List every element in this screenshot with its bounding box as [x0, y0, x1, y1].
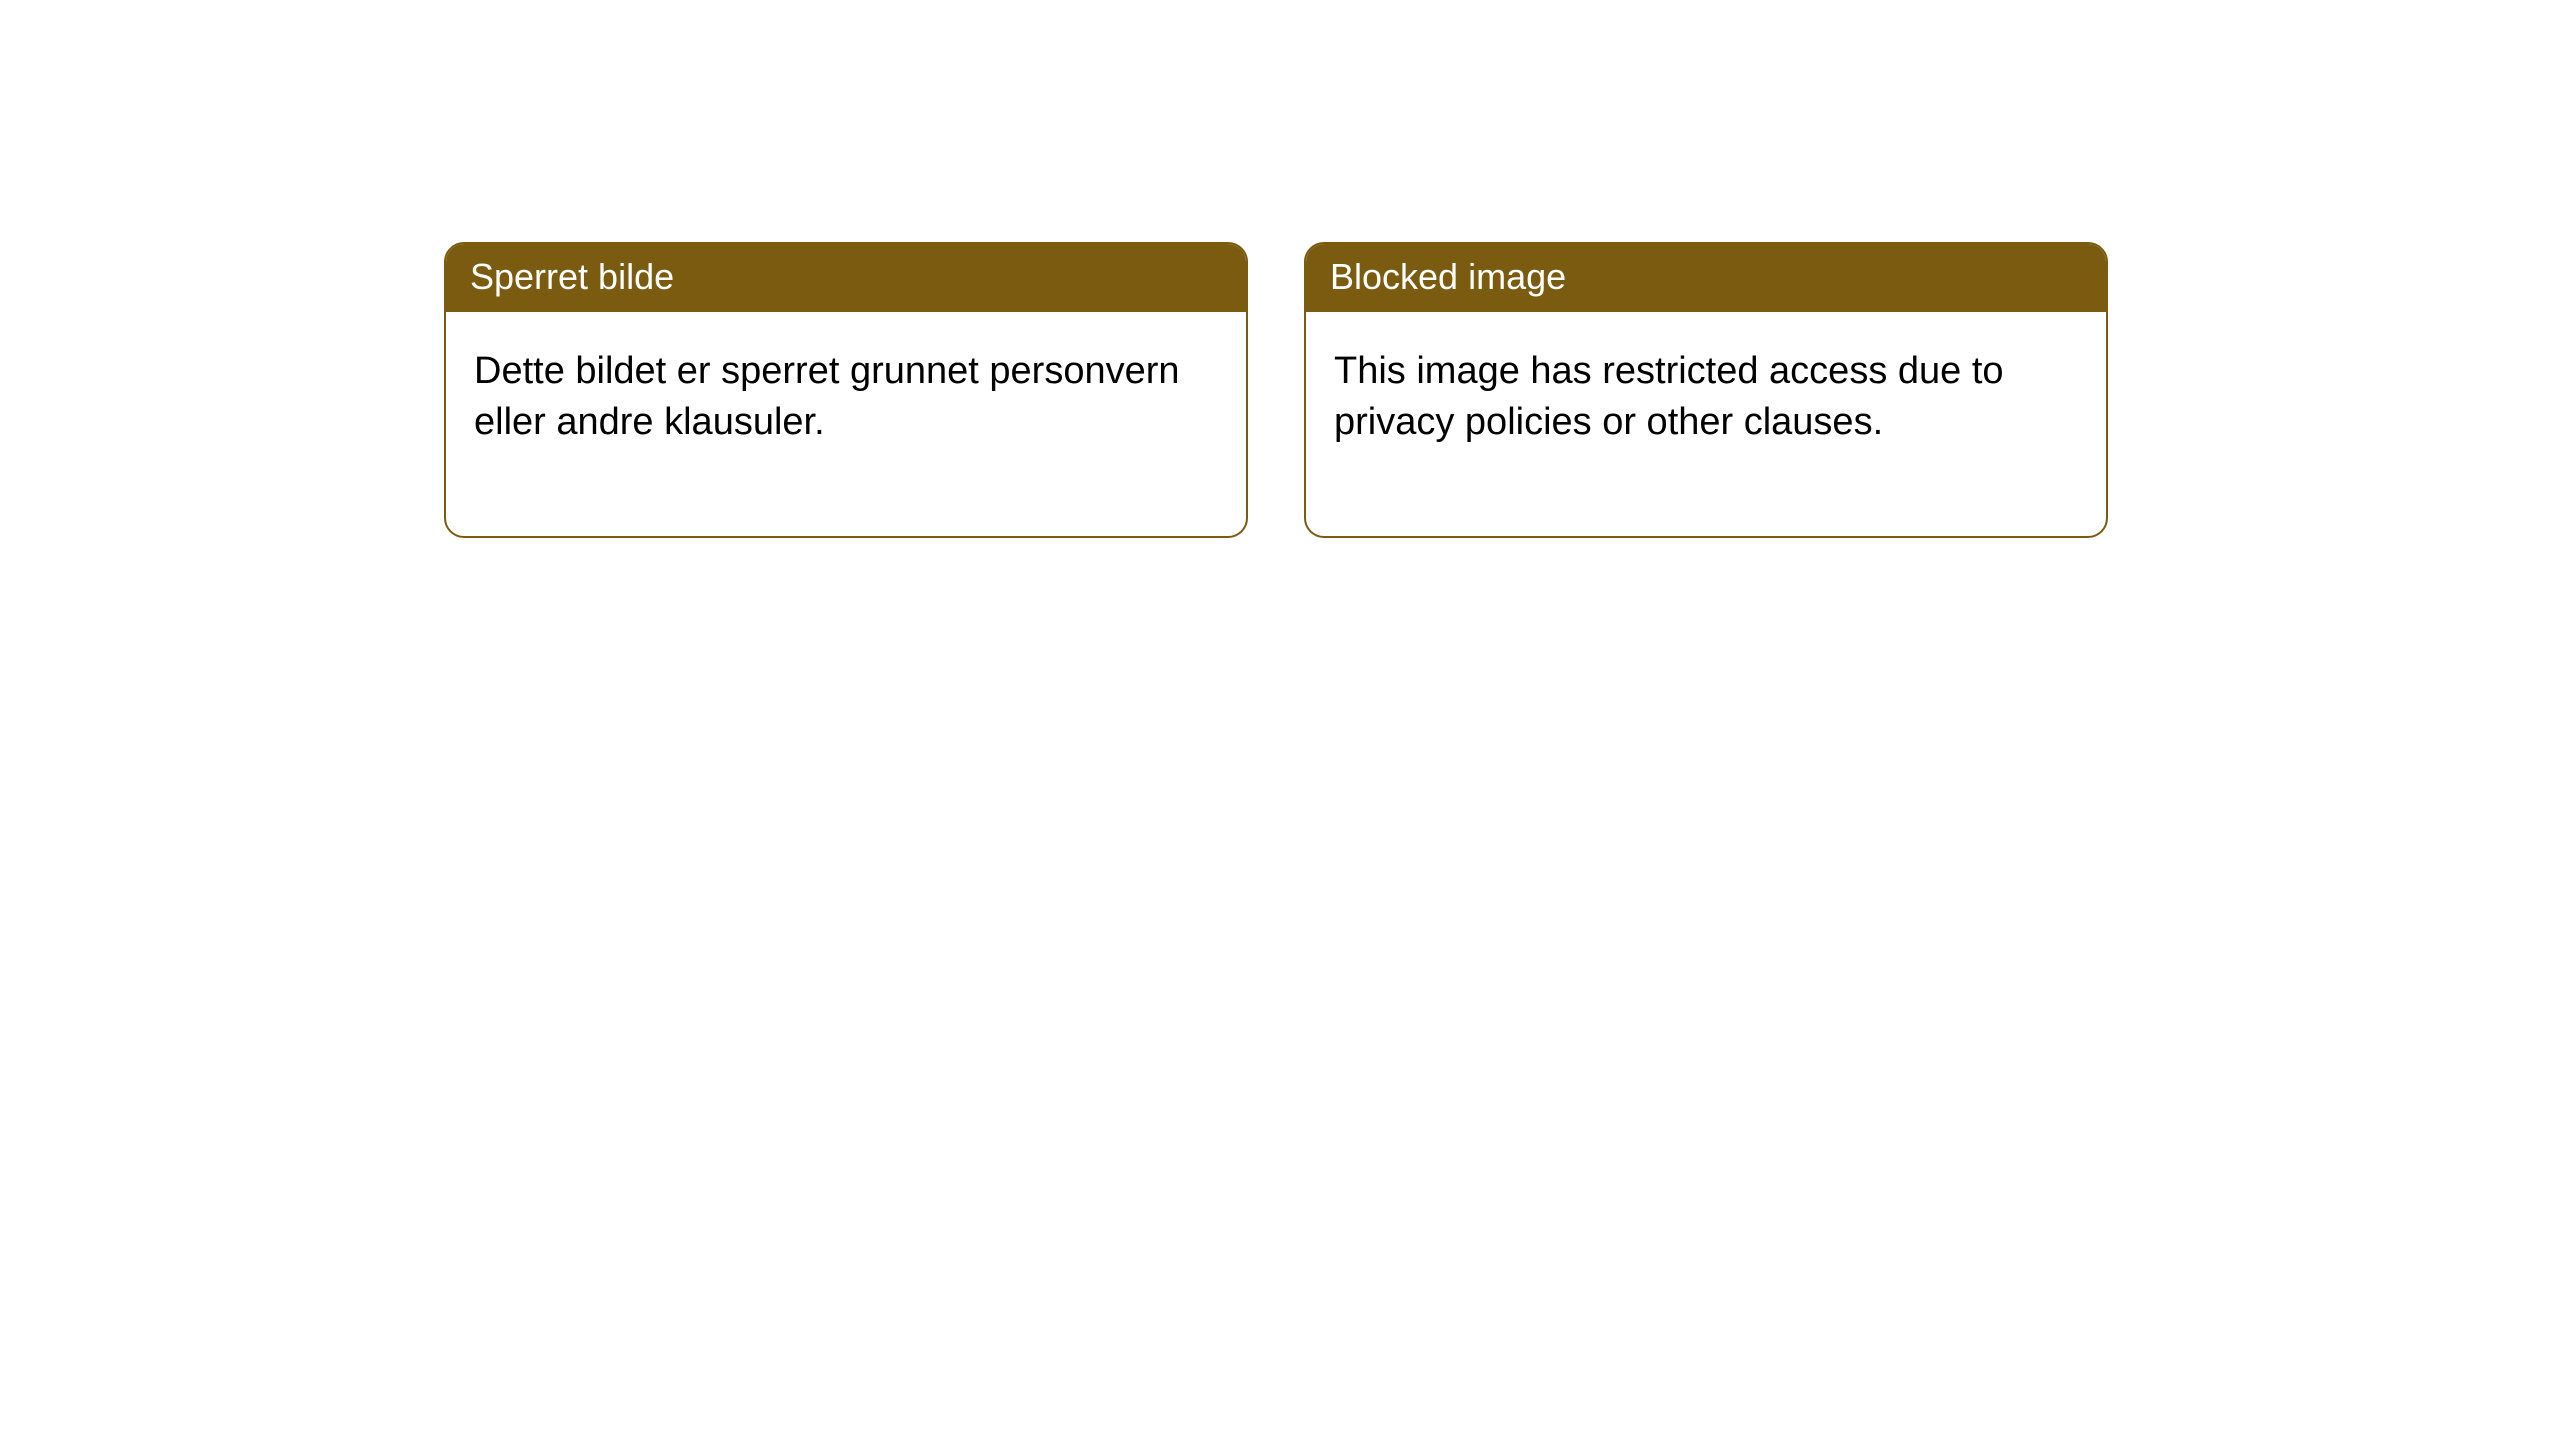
notice-card-norwegian: Sperret bilde Dette bildet er sperret gr… — [444, 242, 1248, 538]
notice-card-english: Blocked image This image has restricted … — [1304, 242, 2108, 538]
card-body: This image has restricted access due to … — [1306, 312, 2106, 536]
notice-cards-container: Sperret bilde Dette bildet er sperret gr… — [0, 0, 2560, 538]
card-title: Blocked image — [1330, 256, 1566, 297]
card-header: Blocked image — [1306, 244, 2106, 312]
card-body-text: This image has restricted access due to … — [1334, 350, 2004, 443]
card-header: Sperret bilde — [446, 244, 1246, 312]
card-body: Dette bildet er sperret grunnet personve… — [446, 312, 1246, 536]
card-title: Sperret bilde — [470, 256, 674, 297]
card-body-text: Dette bildet er sperret grunnet personve… — [474, 350, 1180, 443]
